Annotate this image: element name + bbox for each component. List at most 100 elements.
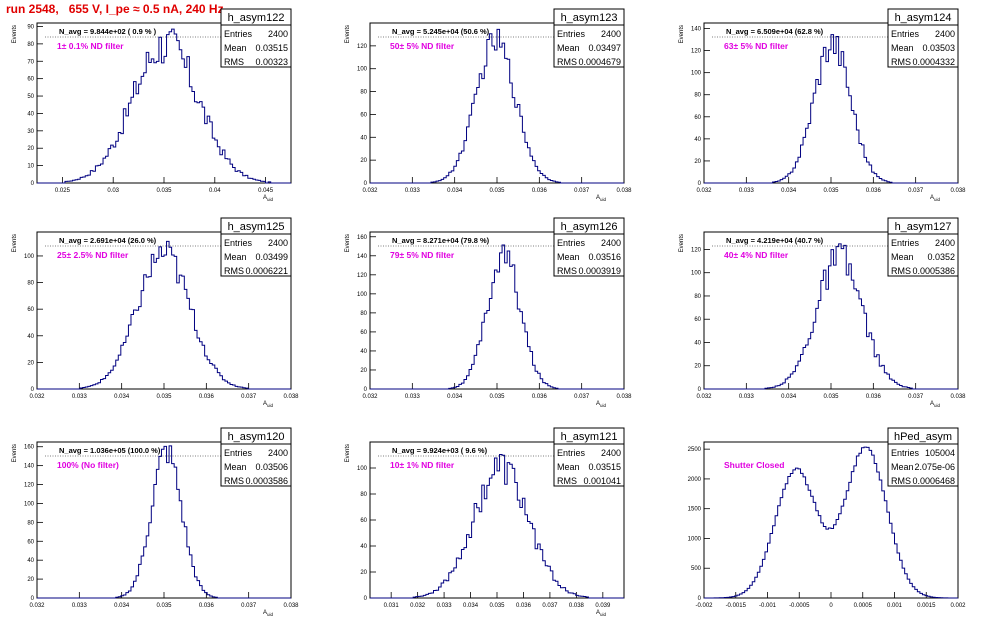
stat-value: 2.075e-06 bbox=[914, 462, 955, 472]
y-axis-title: Events bbox=[345, 25, 351, 43]
stat-value: 105004 bbox=[925, 448, 955, 458]
stat-label: Mean bbox=[557, 43, 580, 53]
x-tick-label: -0.0015 bbox=[726, 603, 747, 609]
panel-h_asym122: 0 10 20 30 40 50 60 70 80 90 0.025 0.03 0.035 0.04 0.0… bbox=[12, 8, 292, 202]
y-tick-label: 80 bbox=[27, 42, 34, 48]
y-axis-title: Events bbox=[679, 25, 685, 43]
panel-h_asym127: 0 20 40 60 80 100 120 0.032 0.033 0.034 0.035 0.036… bbox=[679, 217, 966, 408]
navg-annotation: N_avg = 6.509e+04 (62.8 %) bbox=[726, 27, 824, 36]
panel-h_asym124: 0 20 40 60 80 100 120 140 0.032 0.033 0.034 0.035 0.… bbox=[679, 8, 966, 202]
stat-value: 0.03497 bbox=[588, 43, 621, 53]
stat-value: 0.03516 bbox=[588, 252, 621, 262]
y-tick-label: 140 bbox=[691, 27, 702, 33]
x-tick-label: 0.037 bbox=[574, 188, 590, 194]
x-tick-label: 0.045 bbox=[258, 188, 274, 194]
stats-box bbox=[887, 217, 959, 277]
stat-label: Mean bbox=[224, 43, 247, 53]
x-tick-label: 0.035 bbox=[156, 394, 172, 400]
panel-h_asym126: 0 20 40 60 80 100 120 140 160 0.032 0.033 0.034 0.03… bbox=[345, 217, 632, 408]
x-tick-label: 0.038 bbox=[950, 188, 966, 194]
filter-label: 10± 1% ND filter bbox=[390, 460, 455, 470]
y-tick-label: 40 bbox=[27, 111, 34, 117]
x-tick-label: 0.032 bbox=[696, 188, 712, 194]
x-tick-label: 0.034 bbox=[463, 603, 479, 609]
panel-h_asym120: 0 20 40 60 80 100 120 140 160 0.032 0.033 0.034 0.03… bbox=[12, 427, 299, 617]
histogram-name: h_asym124 bbox=[895, 12, 952, 24]
histogram-line bbox=[704, 243, 958, 390]
y-tick-label: 160 bbox=[24, 445, 35, 451]
stats-box bbox=[553, 217, 625, 277]
x-tick-label: 0.038 bbox=[616, 188, 632, 194]
x-tick-label: 0.002 bbox=[950, 603, 966, 609]
x-tick-label: 0.034 bbox=[447, 188, 463, 194]
filter-label: 79± 5% ND filter bbox=[390, 250, 455, 260]
y-tick-label: 80 bbox=[360, 492, 367, 498]
y-tick-label: 80 bbox=[27, 281, 34, 287]
y-tick-label: 60 bbox=[27, 539, 34, 545]
x-tick-label: 0.037 bbox=[908, 188, 924, 194]
stats-box bbox=[553, 8, 625, 68]
y-tick-label: 0 bbox=[364, 181, 368, 187]
x-tick-label: 0.03 bbox=[107, 188, 119, 194]
stat-value: 0.03515 bbox=[588, 462, 621, 472]
y-tick-label: 120 bbox=[691, 247, 702, 253]
y-tick-label: 20 bbox=[27, 146, 34, 152]
x-tick-label: 0.032 bbox=[696, 394, 712, 400]
histogram-name: h_asym122 bbox=[228, 12, 285, 24]
x-tick-label: 0.036 bbox=[199, 394, 215, 400]
panel-hPed_asym: 0 500 1000 1500 2000 2500 -0.002 -0.0015 -0.001 -… bbox=[688, 427, 966, 609]
x-tick-label: 0.033 bbox=[437, 603, 453, 609]
y-tick-label: 40 bbox=[694, 137, 701, 143]
stat-value: 2400 bbox=[601, 29, 621, 39]
y-tick-label: 100 bbox=[691, 271, 702, 277]
y-tick-label: 20 bbox=[694, 159, 701, 165]
y-tick-label: 40 bbox=[694, 340, 701, 346]
stat-value: 0.0004679 bbox=[578, 57, 621, 67]
stat-value: 0.0006468 bbox=[912, 476, 955, 486]
y-tick-label: 40 bbox=[360, 135, 367, 141]
histogram-line bbox=[370, 244, 624, 390]
y-tick-label: 100 bbox=[24, 501, 35, 507]
filter-label: 100% (No filter) bbox=[57, 460, 119, 470]
y-tick-label: 160 bbox=[357, 235, 368, 241]
stat-value: 2400 bbox=[601, 448, 621, 458]
stat-label: RMS bbox=[224, 57, 244, 67]
run-title: run 2548, 655 V, I_pe ≈ 0.5 nA, 240 Hz bbox=[6, 2, 224, 16]
x-tick-label: 0.033 bbox=[405, 188, 421, 194]
x-tick-label: 0.036 bbox=[866, 188, 882, 194]
y-tick-label: 500 bbox=[691, 566, 702, 572]
y-tick-label: 100 bbox=[24, 254, 35, 260]
y-tick-label: 140 bbox=[24, 464, 35, 470]
filter-label: 1± 0.1% ND filter bbox=[57, 41, 124, 51]
y-tick-label: 0 bbox=[364, 387, 368, 393]
y-tick-label: 80 bbox=[694, 294, 701, 300]
x-tick-label: -0.0005 bbox=[789, 603, 810, 609]
x-tick-label: 0.001 bbox=[887, 603, 903, 609]
x-tick-label: 0.034 bbox=[447, 394, 463, 400]
stat-value: 2400 bbox=[935, 29, 955, 39]
y-tick-label: 2000 bbox=[688, 477, 702, 483]
stats-box bbox=[220, 427, 292, 487]
stat-label: RMS bbox=[891, 266, 911, 276]
x-axis-title: Auid bbox=[596, 610, 607, 617]
y-tick-label: 100 bbox=[357, 67, 368, 73]
y-tick-label: 80 bbox=[694, 93, 701, 99]
stat-label: Mean bbox=[224, 252, 247, 262]
x-tick-label: 0.034 bbox=[781, 394, 797, 400]
y-tick-label: 30 bbox=[27, 129, 34, 135]
stat-label: Entries bbox=[891, 448, 920, 458]
y-tick-label: 0 bbox=[31, 387, 35, 393]
y-axis-title: Events bbox=[679, 234, 685, 252]
x-axis-title: Auid bbox=[596, 401, 607, 408]
x-axis-title: Auid bbox=[263, 610, 274, 617]
y-tick-label: 120 bbox=[357, 44, 368, 50]
histogram-name: hPed_asym bbox=[894, 431, 952, 443]
y-tick-label: 0 bbox=[364, 596, 368, 602]
x-tick-label: 0.034 bbox=[781, 188, 797, 194]
y-tick-label: 40 bbox=[360, 544, 367, 550]
navg-annotation: N_avg = 8.271e+04 (79.8 %) bbox=[392, 236, 490, 245]
stat-value: 0.03503 bbox=[922, 43, 955, 53]
y-axis-title: Events bbox=[12, 444, 18, 462]
stat-value: 2400 bbox=[268, 29, 288, 39]
x-tick-label: -0.001 bbox=[759, 603, 777, 609]
